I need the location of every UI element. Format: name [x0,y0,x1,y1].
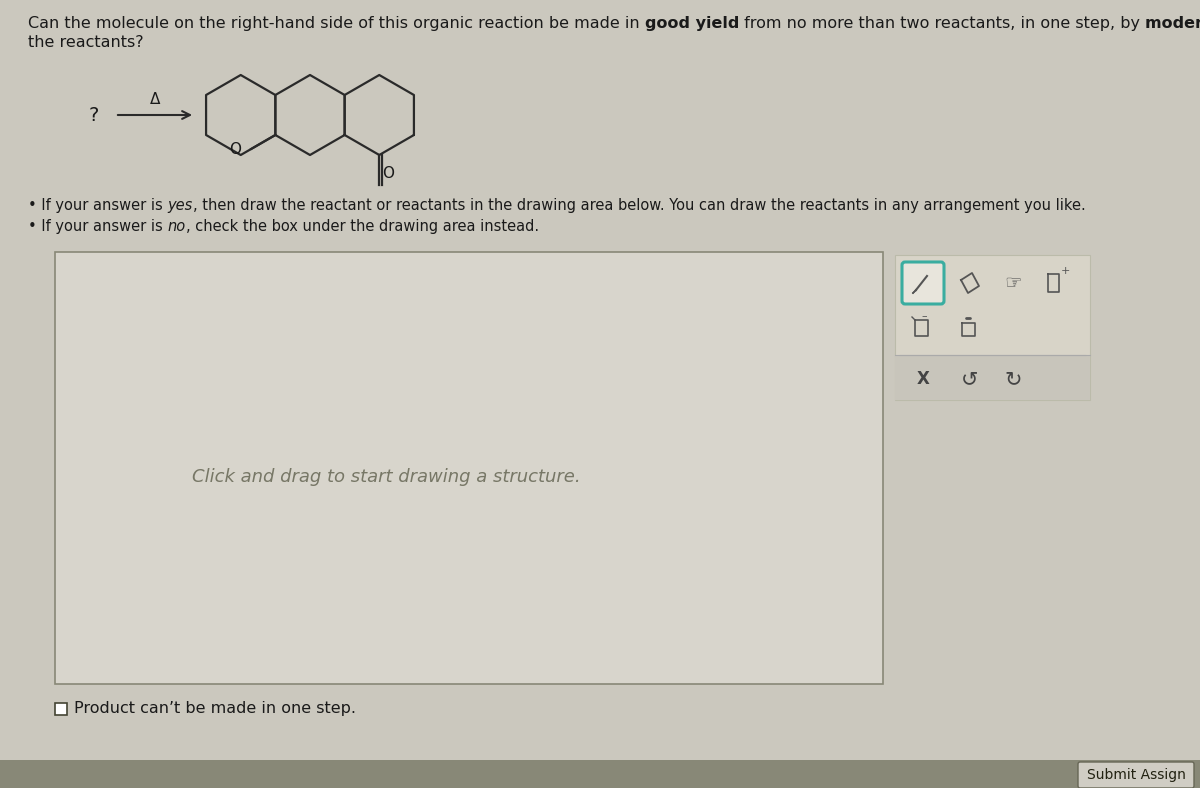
Text: ☞: ☞ [1004,273,1021,292]
Text: O: O [383,166,395,181]
Text: ?: ? [89,106,100,125]
Text: from no more than two reactants, in one step, by: from no more than two reactants, in one … [739,16,1145,31]
Text: no: no [167,219,186,234]
Text: good yield: good yield [644,16,739,31]
Bar [55,252,883,684]
Bar [895,255,1090,400]
Bar [895,356,1090,400]
Text: O: O [229,142,241,157]
Text: X: X [917,370,930,388]
Text: Product can’t be made in one step.: Product can’t be made in one step. [74,701,356,716]
Text: Δ: Δ [150,92,160,107]
Text: , check the box under the drawing area instead.: , check the box under the drawing area i… [186,219,539,234]
Text: • If your answer is: • If your answer is [28,219,167,234]
Text: moderately heating: moderately heating [1145,16,1200,31]
FancyBboxPatch shape [902,262,944,304]
Text: the reactants?: the reactants? [28,35,144,50]
Text: –: – [922,311,926,321]
Bar [0,760,1200,788]
Text: ↺: ↺ [961,369,979,389]
Text: Can the molecule on the right-hand side of this organic reaction be made in: Can the molecule on the right-hand side … [28,16,644,31]
Text: Click and drag to start drawing a structure.: Click and drag to start drawing a struct… [192,467,581,485]
Text: Submit Assign: Submit Assign [1086,768,1186,782]
Text: , then draw the reactant or reactants in the drawing area below. You can draw th: , then draw the reactant or reactants in… [193,198,1085,213]
Text: +: + [1061,266,1069,276]
Text: ↻: ↻ [1004,369,1021,389]
FancyBboxPatch shape [1078,762,1194,788]
Text: yes: yes [167,198,193,213]
Bar [55,703,67,715]
Text: • If your answer is: • If your answer is [28,198,167,213]
